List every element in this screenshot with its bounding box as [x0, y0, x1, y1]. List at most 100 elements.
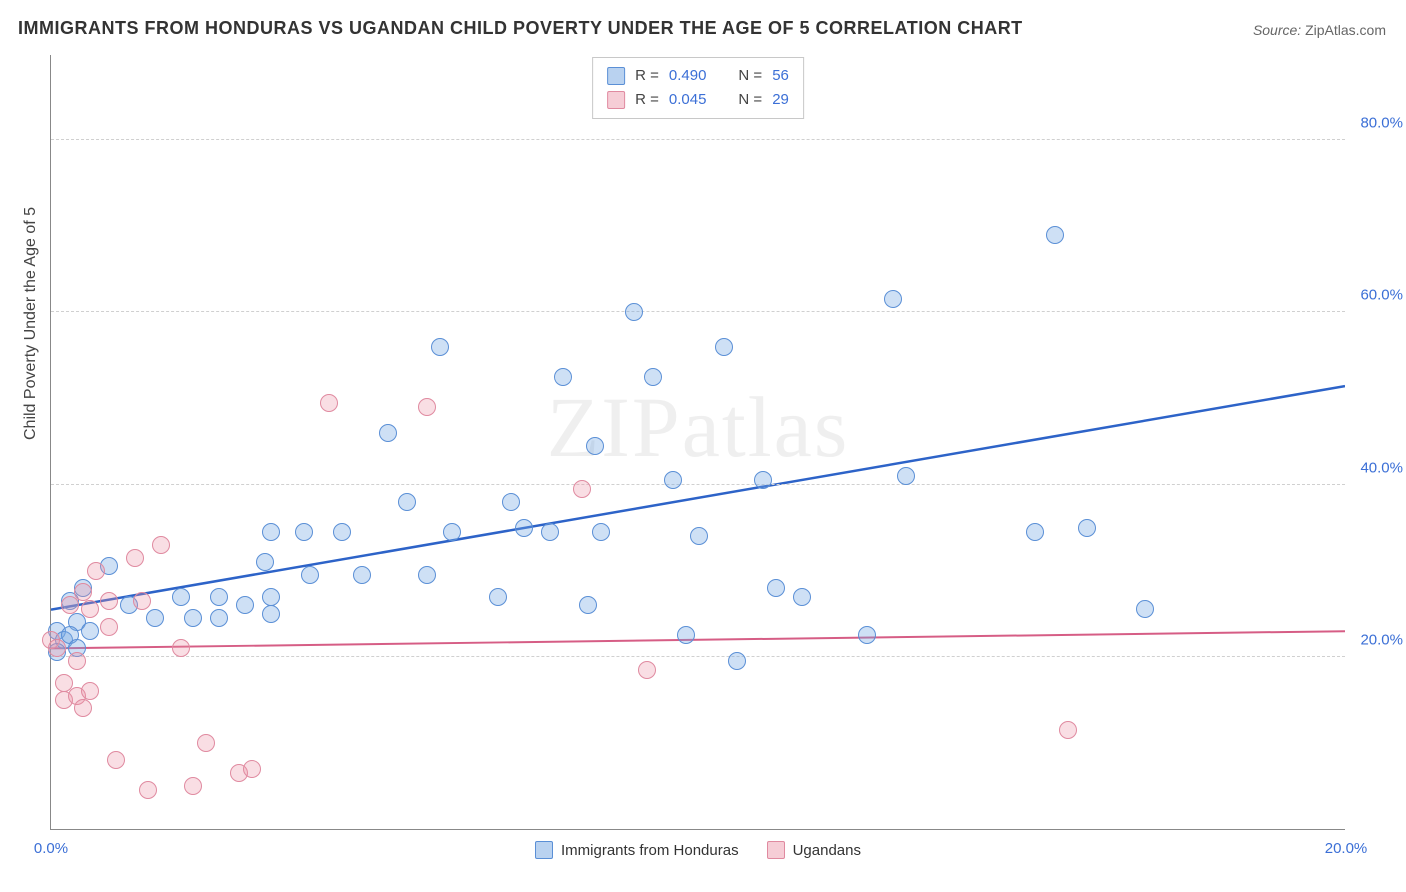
data-point — [884, 290, 902, 308]
trend-line — [51, 631, 1345, 648]
stat-n-label: N = — [738, 88, 762, 112]
stat-r-label: R = — [635, 88, 659, 112]
data-point — [690, 527, 708, 545]
y-tick-label: 40.0% — [1360, 459, 1403, 476]
data-point — [644, 368, 662, 386]
data-point — [431, 338, 449, 356]
source-label: Source: — [1253, 22, 1301, 38]
data-point — [262, 523, 280, 541]
data-point — [81, 622, 99, 640]
data-point — [664, 471, 682, 489]
data-point — [502, 493, 520, 511]
x-tick-label: 0.0% — [34, 840, 68, 857]
data-point — [767, 579, 785, 597]
plot-area: ZIPatlas R =0.490N =56R =0.045N =29 Immi… — [50, 55, 1345, 830]
data-point — [139, 781, 157, 799]
y-tick-label: 60.0% — [1360, 287, 1403, 304]
data-point — [210, 609, 228, 627]
data-point — [74, 583, 92, 601]
data-point — [443, 523, 461, 541]
gridline-h — [51, 311, 1345, 312]
data-point — [515, 519, 533, 537]
data-point — [262, 588, 280, 606]
y-tick-label: 20.0% — [1360, 631, 1403, 648]
stat-r-value: 0.045 — [669, 88, 707, 112]
data-point — [320, 394, 338, 412]
data-point — [126, 549, 144, 567]
stat-r-label: R = — [635, 64, 659, 88]
data-point — [554, 368, 572, 386]
data-point — [897, 467, 915, 485]
stats-legend-box: R =0.490N =56R =0.045N =29 — [592, 57, 804, 119]
data-point — [1046, 226, 1064, 244]
data-point — [625, 303, 643, 321]
data-point — [48, 639, 66, 657]
chart-container: IMMIGRANTS FROM HONDURAS VS UGANDAN CHIL… — [0, 0, 1406, 892]
watermark-bold: ZIP — [547, 379, 682, 475]
data-point — [592, 523, 610, 541]
data-point — [295, 523, 313, 541]
stat-n-value: 56 — [772, 64, 789, 88]
data-point — [172, 639, 190, 657]
data-point — [677, 626, 695, 644]
data-point — [100, 618, 118, 636]
data-point — [243, 760, 261, 778]
source-attribution: Source: ZipAtlas.com — [1253, 22, 1386, 38]
chart-title: IMMIGRANTS FROM HONDURAS VS UGANDAN CHIL… — [18, 18, 1023, 39]
legend-item: Ugandans — [767, 841, 861, 859]
legend-label: Ugandans — [793, 842, 861, 859]
data-point — [1059, 721, 1077, 739]
stat-n-value: 29 — [772, 88, 789, 112]
watermark: ZIPatlas — [547, 377, 850, 477]
data-point — [754, 471, 772, 489]
gridline-h — [51, 139, 1345, 140]
stat-n-label: N = — [738, 64, 762, 88]
data-point — [418, 566, 436, 584]
data-point — [68, 652, 86, 670]
data-point — [197, 734, 215, 752]
data-point — [81, 600, 99, 618]
data-point — [236, 596, 254, 614]
legend-swatch — [607, 67, 625, 85]
bottom-legend: Immigrants from Honduras Ugandans — [51, 841, 1345, 859]
data-point — [579, 596, 597, 614]
data-point — [210, 588, 228, 606]
data-point — [858, 626, 876, 644]
data-point — [81, 682, 99, 700]
gridline-h — [51, 484, 1345, 485]
data-point — [638, 661, 656, 679]
gridline-h — [51, 656, 1345, 657]
data-point — [418, 398, 436, 416]
legend-item: Immigrants from Honduras — [535, 841, 739, 859]
data-point — [172, 588, 190, 606]
data-point — [333, 523, 351, 541]
trend-lines — [51, 55, 1345, 829]
data-point — [1026, 523, 1044, 541]
data-point — [541, 523, 559, 541]
source-value: ZipAtlas.com — [1305, 22, 1386, 38]
data-point — [107, 751, 125, 769]
stats-row: R =0.490N =56 — [607, 64, 789, 88]
data-point — [379, 424, 397, 442]
data-point — [100, 592, 118, 610]
data-point — [398, 493, 416, 511]
data-point — [87, 562, 105, 580]
data-point — [301, 566, 319, 584]
data-point — [715, 338, 733, 356]
data-point — [586, 437, 604, 455]
watermark-light: atlas — [682, 379, 850, 475]
data-point — [573, 480, 591, 498]
data-point — [489, 588, 507, 606]
data-point — [184, 609, 202, 627]
legend-label: Immigrants from Honduras — [561, 842, 739, 859]
data-point — [353, 566, 371, 584]
data-point — [184, 777, 202, 795]
legend-swatch — [607, 91, 625, 109]
data-point — [793, 588, 811, 606]
y-tick-label: 80.0% — [1360, 115, 1403, 132]
y-axis-label: Child Poverty Under the Age of 5 — [22, 207, 40, 440]
data-point — [133, 592, 151, 610]
legend-swatch — [767, 841, 785, 859]
data-point — [146, 609, 164, 627]
trend-line — [51, 386, 1345, 610]
